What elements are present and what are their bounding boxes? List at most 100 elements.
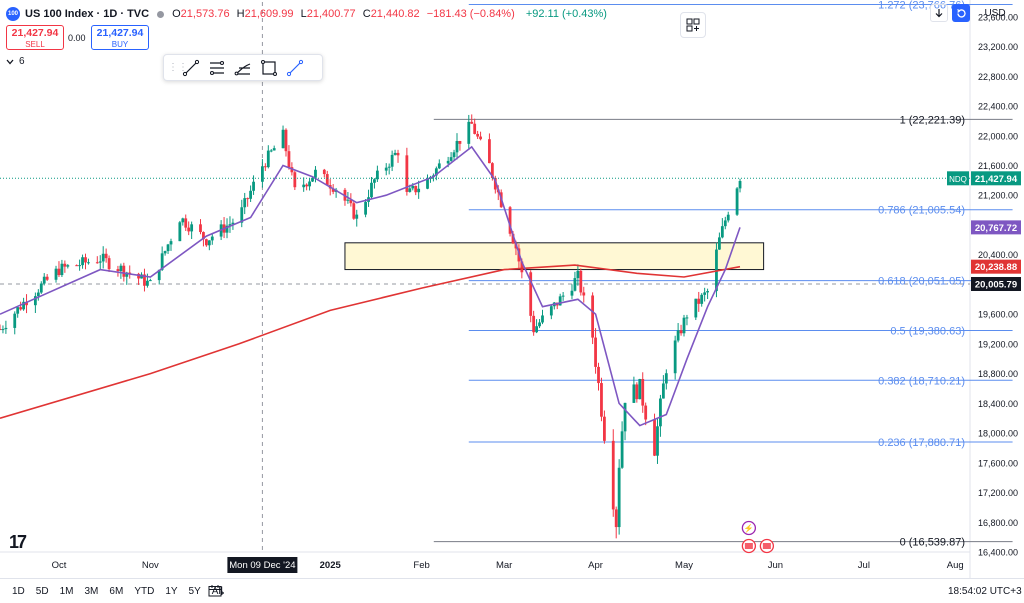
candle-body	[308, 181, 311, 187]
flash-event-icon	[741, 520, 757, 536]
candle-body	[13, 313, 17, 328]
y-tick-label: 17,200.00	[978, 488, 1018, 498]
drag-handle-icon[interactable]: ⋮⋮	[168, 62, 188, 73]
fib-level-label: 0.382 (18,710.21)	[878, 375, 965, 387]
symbol-icon[interactable]: 100	[6, 7, 20, 21]
tradingview-logo-icon[interactable]: 17	[9, 532, 27, 552]
pitchfork-tool[interactable]	[230, 55, 256, 80]
indicators-count: 6	[19, 56, 25, 67]
candle-body	[535, 326, 538, 333]
range-5y[interactable]: 5Y	[188, 586, 201, 597]
supply-zone-rectangle	[344, 242, 765, 271]
candle-body	[322, 169, 326, 175]
y-tick-label: 21,600.00	[978, 161, 1018, 171]
range-ytd[interactable]: YTD	[134, 586, 155, 597]
ma-slow-line	[0, 264, 741, 419]
candle-body	[16, 307, 20, 314]
symbol-title[interactable]: US 100 Index · 1D · TVC	[25, 8, 150, 20]
candle-body	[549, 306, 553, 316]
candle-body	[146, 280, 149, 286]
candle-body	[375, 170, 379, 180]
candle-body	[661, 383, 665, 399]
candle-body	[493, 177, 497, 190]
candle-body	[673, 340, 677, 374]
candle-body	[281, 129, 285, 149]
candle-body	[558, 296, 562, 306]
range-5d[interactable]: 5D	[35, 586, 49, 597]
candle-body	[284, 129, 288, 152]
candle-body	[467, 121, 471, 144]
price-label-box	[971, 259, 1021, 274]
auto-scale-button[interactable]	[952, 4, 970, 22]
range-1d[interactable]: 1D	[12, 586, 25, 597]
candle-body	[87, 262, 90, 264]
range-6m[interactable]: 6M	[109, 586, 124, 597]
candle-body	[426, 178, 429, 189]
candle-body	[641, 378, 645, 406]
candle-body	[664, 373, 668, 384]
sell-label: SELL	[25, 40, 45, 49]
candle-body	[437, 163, 441, 169]
fib-level-label: 0.5 (19,380.63)	[890, 325, 965, 337]
x-tick-label: Feb	[413, 560, 429, 571]
ray-tool[interactable]	[282, 55, 308, 80]
candle-body	[620, 431, 624, 468]
candle-body	[364, 201, 367, 215]
candle-body	[573, 278, 577, 291]
currency-select[interactable]: USD	[984, 7, 1006, 19]
sell-button[interactable]: 21,427.94 SELL	[6, 25, 64, 50]
clock-display[interactable]: 18:54:02 UTC+3	[948, 586, 1022, 597]
flash-event-glyph: ⚡	[744, 523, 754, 533]
buy-price: 21,427.94	[96, 27, 144, 39]
trend-line-tool[interactable]	[178, 55, 204, 80]
scroll-down-button[interactable]	[930, 4, 948, 22]
y-tick-label: 21,200.00	[978, 191, 1018, 201]
candle-body	[107, 258, 111, 270]
candle-body	[387, 166, 391, 168]
x-tick-label: May	[675, 560, 693, 571]
fib-retracement-tool[interactable]	[204, 55, 230, 80]
us-flag-event-fill	[762, 543, 771, 549]
candle-body	[33, 296, 37, 306]
fib-icon	[210, 60, 224, 75]
x-tick-label: Jun	[768, 560, 783, 571]
candle-body	[446, 160, 450, 164]
buy-button[interactable]: 21,427.94 BUY	[91, 25, 149, 50]
range-1m[interactable]: 1M	[59, 586, 74, 597]
candle-body	[202, 232, 205, 240]
candle-body	[538, 322, 541, 327]
candle-body	[653, 419, 656, 456]
candle-body	[393, 152, 397, 155]
candle-body	[659, 398, 662, 427]
fib-level-label: 1 (22,221.39)	[900, 114, 965, 126]
candle-body	[603, 416, 606, 441]
candle-body	[261, 166, 264, 182]
candle-body	[597, 366, 600, 384]
x-tick-label: Apr	[588, 560, 603, 571]
candle-body	[81, 257, 84, 266]
y-tick-label: 16,400.00	[978, 548, 1018, 558]
candle-body	[414, 185, 418, 193]
candle-body	[458, 140, 462, 144]
y-tick-label: 23,600.00	[978, 12, 1018, 22]
candle-body	[346, 199, 350, 201]
range-1y[interactable]: 1Y	[165, 586, 178, 597]
candle-body	[355, 214, 359, 219]
candle-body	[210, 236, 214, 241]
calendar-icon[interactable]	[208, 585, 224, 597]
object-tree-button[interactable]	[680, 12, 706, 38]
price-chart[interactable]: 16,400.00 16,800.00 17,200.00 17,600.00 18,0…	[0, 0, 1024, 578]
candle-body	[488, 139, 491, 164]
range-3m[interactable]: 3M	[84, 586, 99, 597]
candle-body	[532, 315, 536, 333]
rectangle-tool[interactable]	[256, 55, 282, 80]
indicators-toggle[interactable]: 6	[6, 56, 25, 67]
candle-body	[4, 327, 8, 330]
range-all[interactable]: All	[211, 586, 223, 597]
candle-body	[717, 237, 721, 250]
market-status-icon[interactable]	[157, 10, 165, 18]
candle-body	[594, 337, 597, 367]
candle-body	[101, 253, 105, 262]
candle-body	[623, 402, 627, 432]
candle-body	[720, 226, 724, 238]
